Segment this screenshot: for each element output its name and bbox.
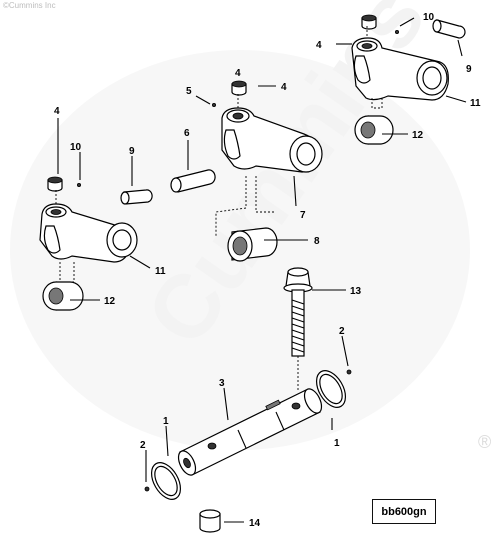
callout-plug: 14 <box>249 518 261 529</box>
rocker-lever-assembly-right <box>351 14 466 145</box>
callout-lever-left: 11 <box>155 266 166 277</box>
callout-lever-right: 11 <box>470 98 481 109</box>
callout-lever-center: 7 <box>300 210 306 221</box>
callout-rocker-shaft: 3 <box>219 378 225 389</box>
capscrew <box>283 267 313 392</box>
dowel-pins <box>77 29 399 492</box>
leader-lines <box>57 17 467 523</box>
plug <box>199 509 221 533</box>
figure-code-label: bb600gn <box>372 499 436 524</box>
copyright-notice: ©Cummins Inc <box>3 1 56 10</box>
callout-roller-left: 12 <box>104 296 116 307</box>
rocker-lever-assembly-left <box>39 176 153 311</box>
callout-roller-center: 8 <box>314 236 320 247</box>
snap-rings <box>150 370 347 500</box>
callout-pin-right: 9 <box>466 64 472 75</box>
rocker-lever-assembly-center <box>170 80 323 262</box>
callout-cap-center-top: 4 <box>235 68 241 79</box>
callout-dowel-center: 5 <box>186 86 192 97</box>
callout-dowel-left-top: 10 <box>70 142 82 153</box>
callout-snap-ring-left: 1 <box>163 416 169 427</box>
rocker-shaft <box>177 388 323 476</box>
callout-dowel-right: 2 <box>339 326 345 337</box>
callout-pin-center: 6 <box>184 128 190 139</box>
callout-cap-right: 4 <box>316 40 322 51</box>
registered-mark: ® <box>478 432 491 452</box>
callout-roller-right: 12 <box>412 130 424 141</box>
callout-dowel-right-top: 10 <box>423 12 435 23</box>
callout-labels: 1 1 2 2 3 4 4 4 4 5 6 7 8 9 9 10 10 11 1… <box>54 12 481 529</box>
callout-snap-ring-right: 1 <box>334 438 340 449</box>
callout-cap-left: 4 <box>54 106 60 117</box>
callout-pin-left: 9 <box>129 146 135 157</box>
callout-dowel-left: 2 <box>140 440 146 451</box>
callout-cap-center: 4 <box>281 82 287 93</box>
callout-capscrew: 13 <box>350 286 362 297</box>
